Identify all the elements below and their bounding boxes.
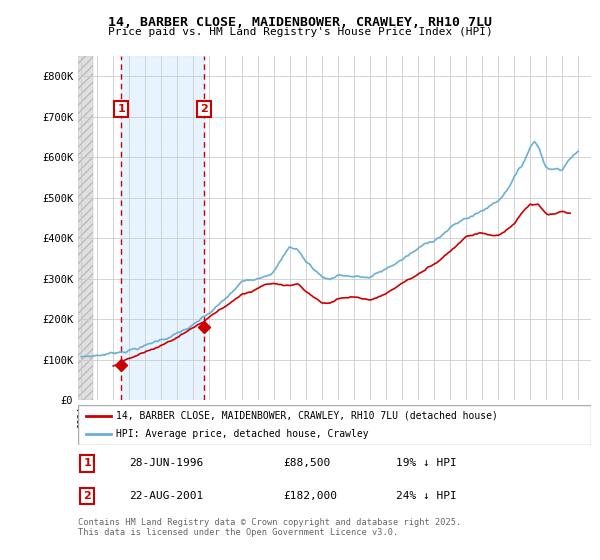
Text: 19% ↓ HPI: 19% ↓ HPI [396, 459, 457, 469]
Bar [78, 56, 93, 400]
Text: 24% ↓ HPI: 24% ↓ HPI [396, 491, 457, 501]
Text: HPI: Average price, detached house, Crawley: HPI: Average price, detached house, Craw… [116, 429, 369, 439]
Text: 28-JUN-1996: 28-JUN-1996 [130, 459, 203, 469]
Text: 14, BARBER CLOSE, MAIDENBOWER, CRAWLEY, RH10 7LU (detached house): 14, BARBER CLOSE, MAIDENBOWER, CRAWLEY, … [116, 411, 499, 421]
Text: Price paid vs. HM Land Registry's House Price Index (HPI): Price paid vs. HM Land Registry's House … [107, 27, 493, 37]
FancyBboxPatch shape [78, 405, 591, 445]
Text: 1: 1 [117, 104, 125, 114]
Text: Contains HM Land Registry data © Crown copyright and database right 2025.
This d: Contains HM Land Registry data © Crown c… [78, 518, 461, 538]
Text: 1: 1 [83, 459, 91, 469]
Text: 2: 2 [83, 491, 91, 501]
Text: £182,000: £182,000 [283, 491, 337, 501]
Text: 22-AUG-2001: 22-AUG-2001 [130, 491, 203, 501]
Text: 14, BARBER CLOSE, MAIDENBOWER, CRAWLEY, RH10 7LU: 14, BARBER CLOSE, MAIDENBOWER, CRAWLEY, … [108, 16, 492, 29]
Text: 2: 2 [200, 104, 208, 114]
Bar [121, 56, 203, 400]
Text: £88,500: £88,500 [283, 459, 331, 469]
